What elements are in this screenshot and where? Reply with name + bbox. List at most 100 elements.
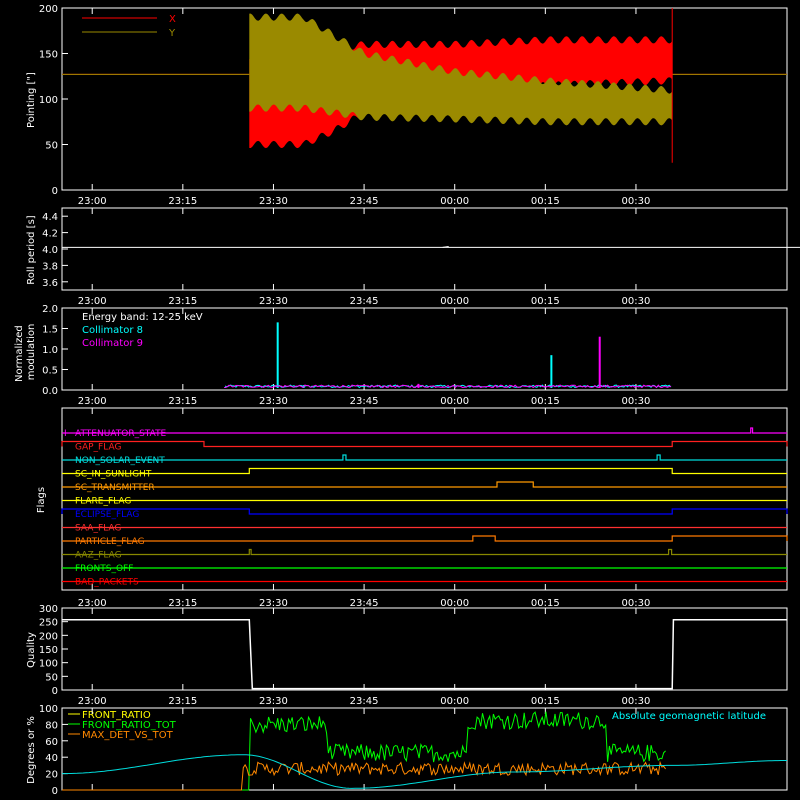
geomag-latitude-curve xyxy=(62,754,787,789)
xtick-label-quality: 23:15 xyxy=(168,696,197,707)
ytick-label-geomag: 40 xyxy=(45,753,58,764)
ytick-label-quality: 100 xyxy=(39,659,58,670)
ytick-label-geomag: 60 xyxy=(45,737,58,748)
xtick-label-mod: 23:45 xyxy=(350,396,379,407)
xtick-label-roll: 00:15 xyxy=(531,296,560,307)
ytick-label-mod: 0.5 xyxy=(42,366,58,377)
legend-collimator-9: Collimator 9 xyxy=(82,338,143,349)
xtick-label-mod: 00:15 xyxy=(531,396,560,407)
panel-flags: Flags xyxy=(36,487,47,513)
ytick-label-pointing: 50 xyxy=(45,141,58,152)
flag-label-saa-flag: SAA_FLAG xyxy=(75,524,121,534)
xtick-label-mod: 00:00 xyxy=(440,396,469,407)
geomag-latitude-label: Absolute geomagnetic latitude xyxy=(612,711,766,722)
modulation-noise-collimator-9 xyxy=(225,384,672,389)
ylabel-roll-period: Roll period [s] xyxy=(26,215,37,284)
xtick-label-pointing: 23:15 xyxy=(168,196,197,207)
xtick-label-pointing: 00:15 xyxy=(531,196,560,207)
xtick-label-roll: 23:45 xyxy=(350,296,379,307)
flag-label-aaz-flag: AAZ_FLAG xyxy=(75,551,122,561)
plot-frame-flags xyxy=(61,407,788,591)
ytick-label-pointing: 100 xyxy=(39,95,58,106)
flag-line-sc-in-sunlight xyxy=(62,467,787,475)
xtick-label-mod: 23:00 xyxy=(78,396,107,407)
xtick-label-flags: 23:00 xyxy=(78,598,107,609)
plot-frame-roll xyxy=(61,207,788,291)
xtick-label-flags: 00:15 xyxy=(531,598,560,609)
ytick-label-roll: 4.2 xyxy=(42,229,58,240)
ytick-label-roll: 3.8 xyxy=(42,261,58,272)
flag-label-gap-flag: GAP_FLAG xyxy=(75,443,121,453)
legend-label-x: X xyxy=(169,14,176,25)
ytick-label-quality: 0 xyxy=(52,686,58,697)
ytick-label-quality: 150 xyxy=(39,645,58,656)
xtick-label-flags: 23:15 xyxy=(168,598,197,609)
flag-label-sc-in-sunlight: SC_IN_SUNLIGHT xyxy=(75,470,152,480)
xtick-label-quality: 23:45 xyxy=(350,696,379,707)
ytick-label-mod: 1.5 xyxy=(42,325,58,336)
ylabel-pointing: Pointing ["] xyxy=(26,72,37,128)
flag-marker: I xyxy=(64,429,67,439)
legend-front-ratio-tot: FRONT_RATIO_TOT xyxy=(82,720,177,731)
ytick-label-mod: 2.0 xyxy=(42,304,58,315)
flag-line-particle-flag xyxy=(62,535,788,542)
ytick-label-roll: 4.0 xyxy=(42,245,58,256)
ylabel-quality: Quality xyxy=(26,632,37,668)
ytick-label-quality: 200 xyxy=(39,631,58,642)
flag-label-particle-flag: PARTICLE_FLAG xyxy=(75,537,145,547)
panel-pointing: Pointing ["] X Y xyxy=(26,14,176,128)
xtick-label-mod: 23:30 xyxy=(259,396,288,407)
ytick-label-quality: 50 xyxy=(45,672,58,683)
xtick-label-roll: 00:30 xyxy=(622,296,651,307)
legend-collimator-8: Collimator 8 xyxy=(82,325,143,336)
roll-period-blip xyxy=(442,246,449,248)
energy-band-label: Energy band: 12-25 keV xyxy=(82,312,203,323)
ytick-label-geomag: 100 xyxy=(39,704,58,715)
ytick-label-mod: 0.0 xyxy=(42,386,58,397)
flag-label-fronts-off: FRONTS_OFF xyxy=(75,564,133,574)
ylabel-geomag: Degrees or % xyxy=(26,716,37,784)
flag-label-eclipse-flag: ECLIPSE_FLAG xyxy=(75,510,139,520)
xtick-label-pointing: 23:45 xyxy=(350,196,379,207)
ytick-label-quality: 250 xyxy=(39,618,58,629)
xtick-label-quality: 23:30 xyxy=(259,696,288,707)
ylabel-flags: Flags xyxy=(36,487,47,513)
xtick-label-quality: 00:15 xyxy=(531,696,560,707)
xtick-label-pointing: 23:00 xyxy=(78,196,107,207)
ytick-label-geomag: 20 xyxy=(45,770,58,781)
flag-label-bad-packets: BAD_PACKETS xyxy=(75,578,139,588)
ylabel-modulation: Normalized modulation xyxy=(14,322,37,382)
max-det-vs-tot-trace xyxy=(62,760,667,791)
xtick-label-flags: 23:45 xyxy=(350,598,379,609)
xtick-label-pointing: 00:30 xyxy=(622,196,651,207)
xtick-label-flags: 23:30 xyxy=(259,598,288,609)
legend-max-det-vs-tot: MAX_DET_VS_TOT xyxy=(82,730,174,741)
ytick-label-roll: 3.6 xyxy=(42,278,58,289)
ytick-label-pointing: 200 xyxy=(39,4,58,15)
ytick-label-pointing: 150 xyxy=(39,50,58,61)
xtick-label-roll: 00:00 xyxy=(440,296,469,307)
flag-line-sc-transmitter xyxy=(62,481,787,488)
panel-geomag: Degrees or % FRONT_RATIO FRONT_RATIO_TOT… xyxy=(26,710,766,784)
ylabel-modulation-line2: modulation xyxy=(26,324,37,381)
xtick-label-roll: 23:30 xyxy=(259,296,288,307)
flag-line-attenuator-state xyxy=(62,427,787,434)
flag-line-gap-flag xyxy=(61,440,788,448)
ytick-label-roll: 4.4 xyxy=(42,212,58,223)
xtick-label-flags: 00:00 xyxy=(440,598,469,609)
flag-label-non-solar-event: NON_SOLAR_EVENT xyxy=(75,456,165,466)
xtick-label-quality: 00:30 xyxy=(622,696,651,707)
ytick-label-mod: 1.0 xyxy=(42,345,58,356)
ytick-label-quality: 300 xyxy=(39,604,58,615)
ytick-label-pointing: 0 xyxy=(52,186,58,197)
xtick-label-mod: 00:30 xyxy=(622,396,651,407)
xtick-label-pointing: 00:00 xyxy=(440,196,469,207)
xtick-label-quality: 23:00 xyxy=(78,696,107,707)
flag-line-eclipse-flag xyxy=(61,508,788,515)
legend-label-y: Y xyxy=(168,28,176,39)
flag-label-sc-transmitter: SC_TRANSMITTER xyxy=(75,483,155,493)
xtick-label-roll: 23:00 xyxy=(78,296,107,307)
flag-label-flare-flag: FLARE_FLAG xyxy=(75,497,131,507)
ytick-label-geomag: 80 xyxy=(45,720,58,731)
